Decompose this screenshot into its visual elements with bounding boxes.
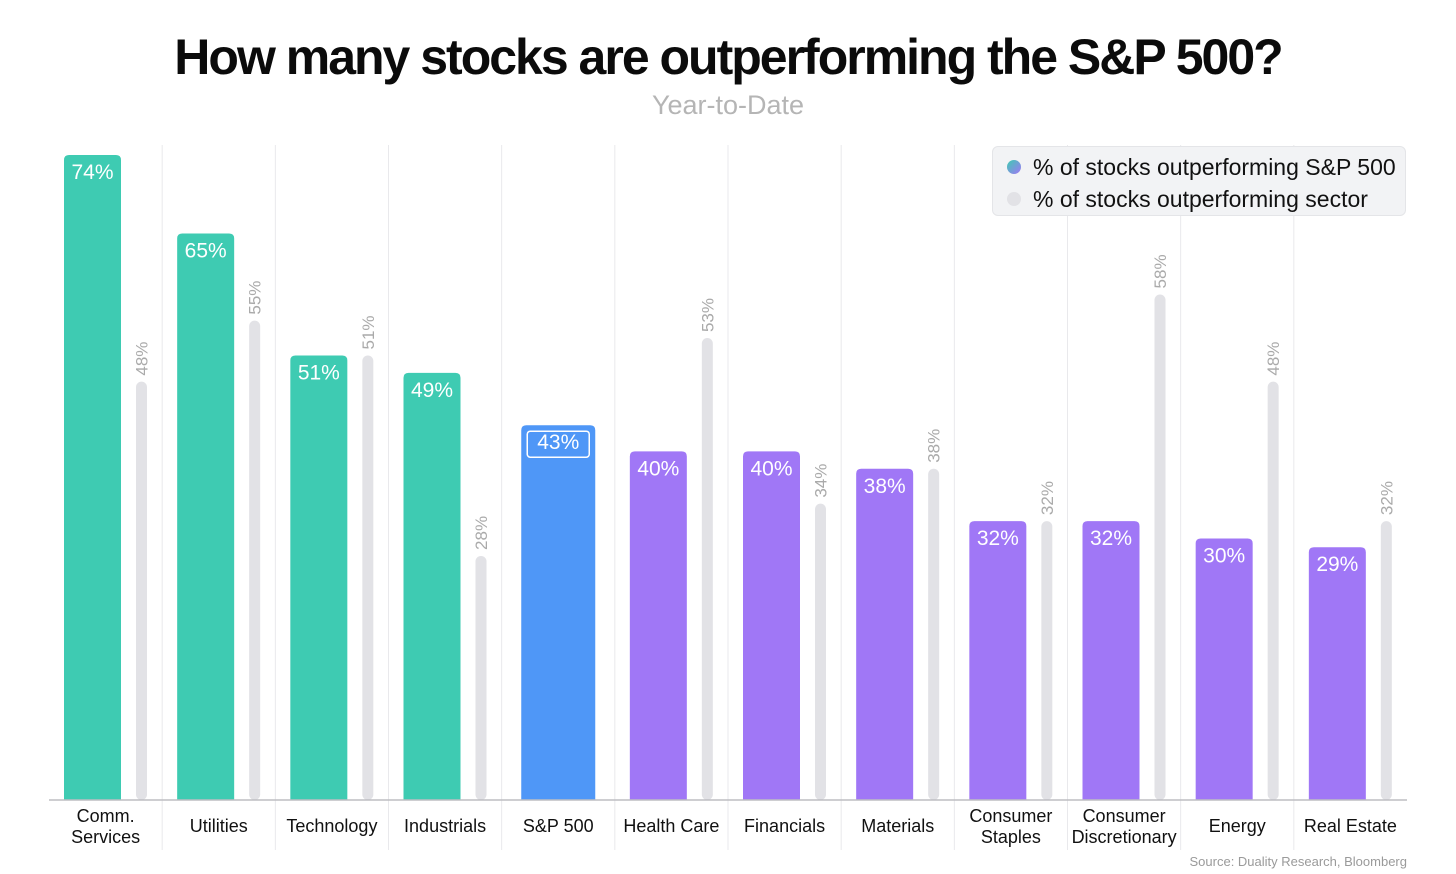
sector-value-label: 55%: [246, 281, 265, 315]
bar-value-label: 40%: [637, 457, 679, 480]
category-tick-label: Staples: [981, 827, 1041, 847]
sector-value-label: 28%: [472, 516, 491, 550]
sector-value-label: 32%: [1377, 481, 1396, 515]
bar-value-label: 43%: [537, 431, 579, 454]
category-tick-label: Discretionary: [1072, 827, 1177, 847]
bar-outperforming-sector: [136, 381, 147, 800]
bar-outperforming-sp500: [856, 468, 914, 800]
bar-value-label: 40%: [750, 457, 792, 480]
bar-outperforming-sp500: [64, 155, 121, 800]
sector-value-label: 34%: [812, 464, 831, 498]
bar-outperforming-sector: [928, 468, 940, 800]
bar-outperforming-sector: [815, 503, 826, 800]
bar-value-label: 65%: [185, 239, 227, 262]
bar-outperforming-sector: [701, 338, 713, 800]
bar-outperforming-sp500: [743, 451, 800, 800]
bar-outperforming-sp500: [969, 521, 1027, 800]
bar-outperforming-sp500: [403, 372, 461, 800]
legend-label-sp500: % of stocks outperforming S&P 500: [1033, 153, 1396, 180]
bar-value-label: 32%: [977, 527, 1019, 550]
bar-value-label: 32%: [1090, 527, 1132, 550]
bar-outperforming-sp500: [290, 355, 348, 800]
category-tick-label: Health Care: [623, 816, 719, 836]
category-tick-label: S&P 500: [523, 816, 594, 836]
bar-value-label: 30%: [1203, 545, 1245, 568]
legend-label-sector: % of stocks outperforming sector: [1033, 185, 1368, 212]
category-tick-label: Utilities: [190, 816, 248, 836]
bar-outperforming-sector: [1041, 521, 1053, 800]
bar-outperforming-sector: [362, 355, 374, 800]
category-tick-label: Real Estate: [1304, 816, 1397, 836]
sector-value-label: 38%: [925, 429, 944, 463]
category-tick-label: Industrials: [404, 816, 486, 836]
sector-value-label: 53%: [698, 298, 717, 332]
bar-outperforming-sector: [249, 320, 261, 800]
category-tick-label: Financials: [744, 816, 825, 836]
bar-value-label: 74%: [71, 161, 113, 184]
chart-subtitle: Year-to-Date: [651, 90, 805, 120]
legend-item-sp500: % of stocks outperforming S&P 500: [1007, 152, 1396, 182]
bar-outperforming-sector: [1267, 381, 1279, 800]
bar-outperforming-sp500: [1195, 538, 1253, 800]
category-tick-label: Comm.: [77, 806, 135, 826]
category-tick-label: Consumer: [969, 806, 1052, 826]
bar-outperforming-sp500: [1082, 521, 1140, 800]
sector-value-label: 32%: [1038, 481, 1057, 515]
bar-outperforming-sp500: [1308, 547, 1366, 800]
source-note: Source: Duality Research, Bloomberg: [1189, 854, 1408, 869]
bar-outperforming-sector: [1380, 521, 1392, 800]
category-tick-label: Services: [71, 827, 140, 847]
legend: % of stocks outperforming S&P 500 % of s…: [992, 146, 1406, 216]
bar-outperforming-sp500: [521, 425, 596, 800]
category-tick-label: Materials: [861, 816, 934, 836]
bar-outperforming-sp500: [629, 451, 687, 800]
bar-value-label: 38%: [864, 475, 906, 498]
sector-value-label: 51%: [359, 315, 378, 349]
legend-dot-gradient-icon: [1007, 160, 1021, 174]
bar-outperforming-sector: [1154, 294, 1166, 800]
category-tick-label: Energy: [1209, 816, 1266, 836]
legend-item-sector: % of stocks outperforming sector: [1007, 184, 1368, 214]
bar-outperforming-sp500: [177, 233, 235, 801]
category-tick-label: Technology: [286, 816, 377, 836]
bar-value-label: 51%: [298, 361, 340, 384]
category-tick-label: Consumer: [1083, 806, 1166, 826]
benchmark-label-box: [526, 430, 590, 458]
sector-value-label: 58%: [1151, 254, 1170, 288]
bar-value-label: 29%: [1316, 553, 1358, 576]
bar-outperforming-sector: [475, 555, 487, 800]
legend-dot-grey-icon: [1007, 192, 1021, 206]
sector-value-label: 48%: [1264, 342, 1283, 376]
bar-value-label: 49%: [411, 379, 453, 402]
sector-value-label: 48%: [133, 342, 152, 376]
chart-title: How many stocks are outperforming the S&…: [174, 29, 1283, 85]
